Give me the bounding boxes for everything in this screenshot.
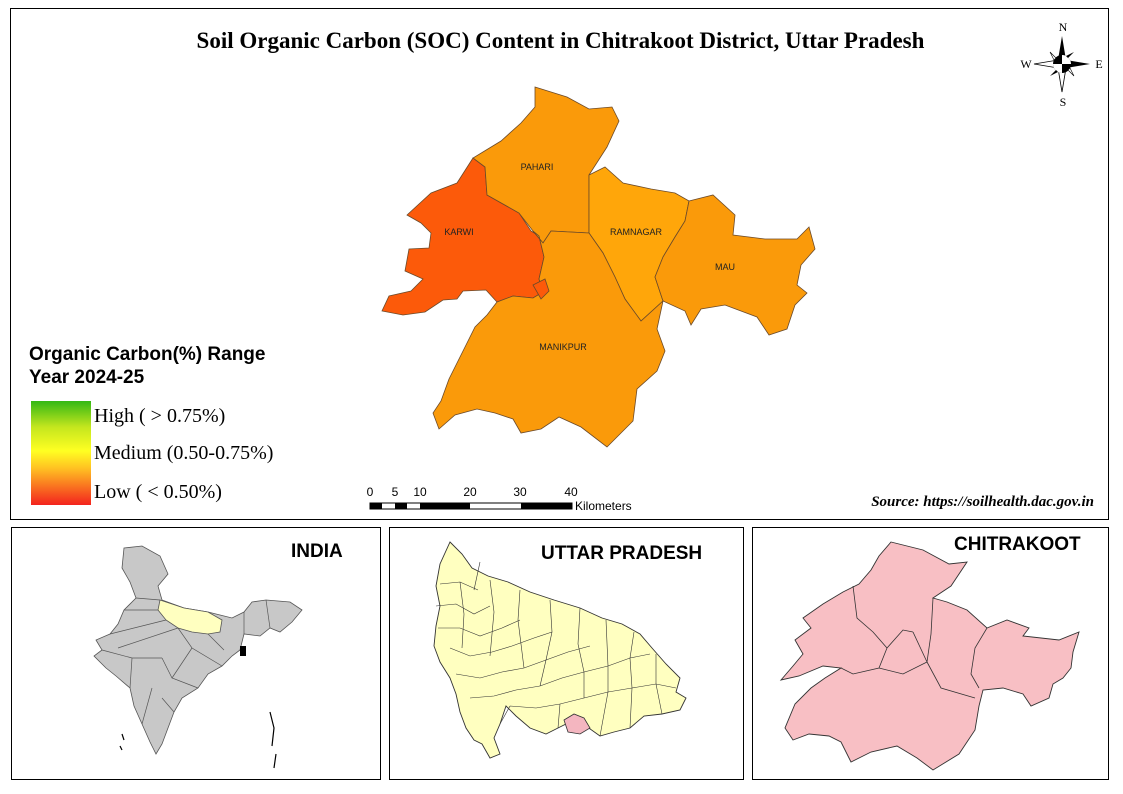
scale-bar: 0 5 10 20 30 40 Kilometers <box>367 485 632 513</box>
scale-tick-10: 10 <box>413 485 427 499</box>
label-karwi: KARWI <box>444 227 473 237</box>
legend-item-high: High ( > 0.75%) <box>94 405 226 427</box>
scale-tick-20: 20 <box>463 485 477 499</box>
main-map-frame: Soil Organic Carbon (SOC) Content in Chi… <box>10 8 1109 520</box>
up-inset-title: UTTAR PRADESH <box>541 543 703 564</box>
source-text: Source: https://soilhealth.dac.gov.in <box>871 494 1094 510</box>
scale-tick-0: 0 <box>367 485 374 499</box>
up-district-borders <box>435 561 677 737</box>
legend-title: Organic Carbon(%) Range Year 2024-25 <box>29 343 265 389</box>
legend-item-medium: Medium (0.50-0.75%) <box>94 442 274 464</box>
legend-color-ramp <box>31 401 91 505</box>
map-title: Soil Organic Carbon (SOC) Content in Chi… <box>196 28 925 53</box>
block-karwi-notch <box>532 278 550 300</box>
label-mau: MAU <box>715 262 735 272</box>
chitrakoot-inset: CHITRAKOOT <box>752 527 1109 780</box>
chitrakoot-outline <box>779 541 1080 771</box>
scale-unit: Kilometers <box>575 499 632 513</box>
chitrakoot-inset-title: CHITRAKOOT <box>954 534 1081 555</box>
label-pahari: PAHARI <box>521 162 554 172</box>
chitrakoot-block-borders <box>840 585 988 699</box>
compass-w: W <box>1020 57 1032 71</box>
india-inset-title: INDIA <box>291 541 343 562</box>
up-outline <box>433 541 687 759</box>
compass-e: E <box>1095 57 1102 71</box>
block-manikpur[interactable] <box>432 230 666 448</box>
legend-item-low: Low ( < 0.50%) <box>94 481 222 503</box>
up-chitrakoot-highlight <box>563 713 591 735</box>
scale-tick-40: 40 <box>564 485 578 499</box>
compass-n: N <box>1059 20 1068 34</box>
district-map: KARWI PAHARI RAMNAGAR MAU MANIKPUR N S E… <box>367 20 1103 513</box>
uttar-pradesh-inset: UTTAR PRADESH <box>389 527 744 780</box>
label-ramnagar: RAMNAGAR <box>610 227 663 237</box>
compass-s: S <box>1060 95 1067 109</box>
india-islands <box>269 711 277 769</box>
india-inset: INDIA <box>11 527 381 780</box>
legend-title-line2: Year 2024-25 <box>29 367 145 388</box>
legend-title-line1: Organic Carbon(%) Range <box>29 344 266 365</box>
india-outline <box>93 545 303 755</box>
india-internal-borders <box>101 597 271 725</box>
india-tripura-mark <box>240 646 246 656</box>
label-manikpur: MANIKPUR <box>539 342 587 352</box>
scale-tick-5: 5 <box>392 485 399 499</box>
compass-rose <box>1033 36 1090 93</box>
block-mau[interactable] <box>654 194 816 336</box>
india-lakshadweep <box>119 733 125 751</box>
scale-tick-30: 30 <box>513 485 527 499</box>
